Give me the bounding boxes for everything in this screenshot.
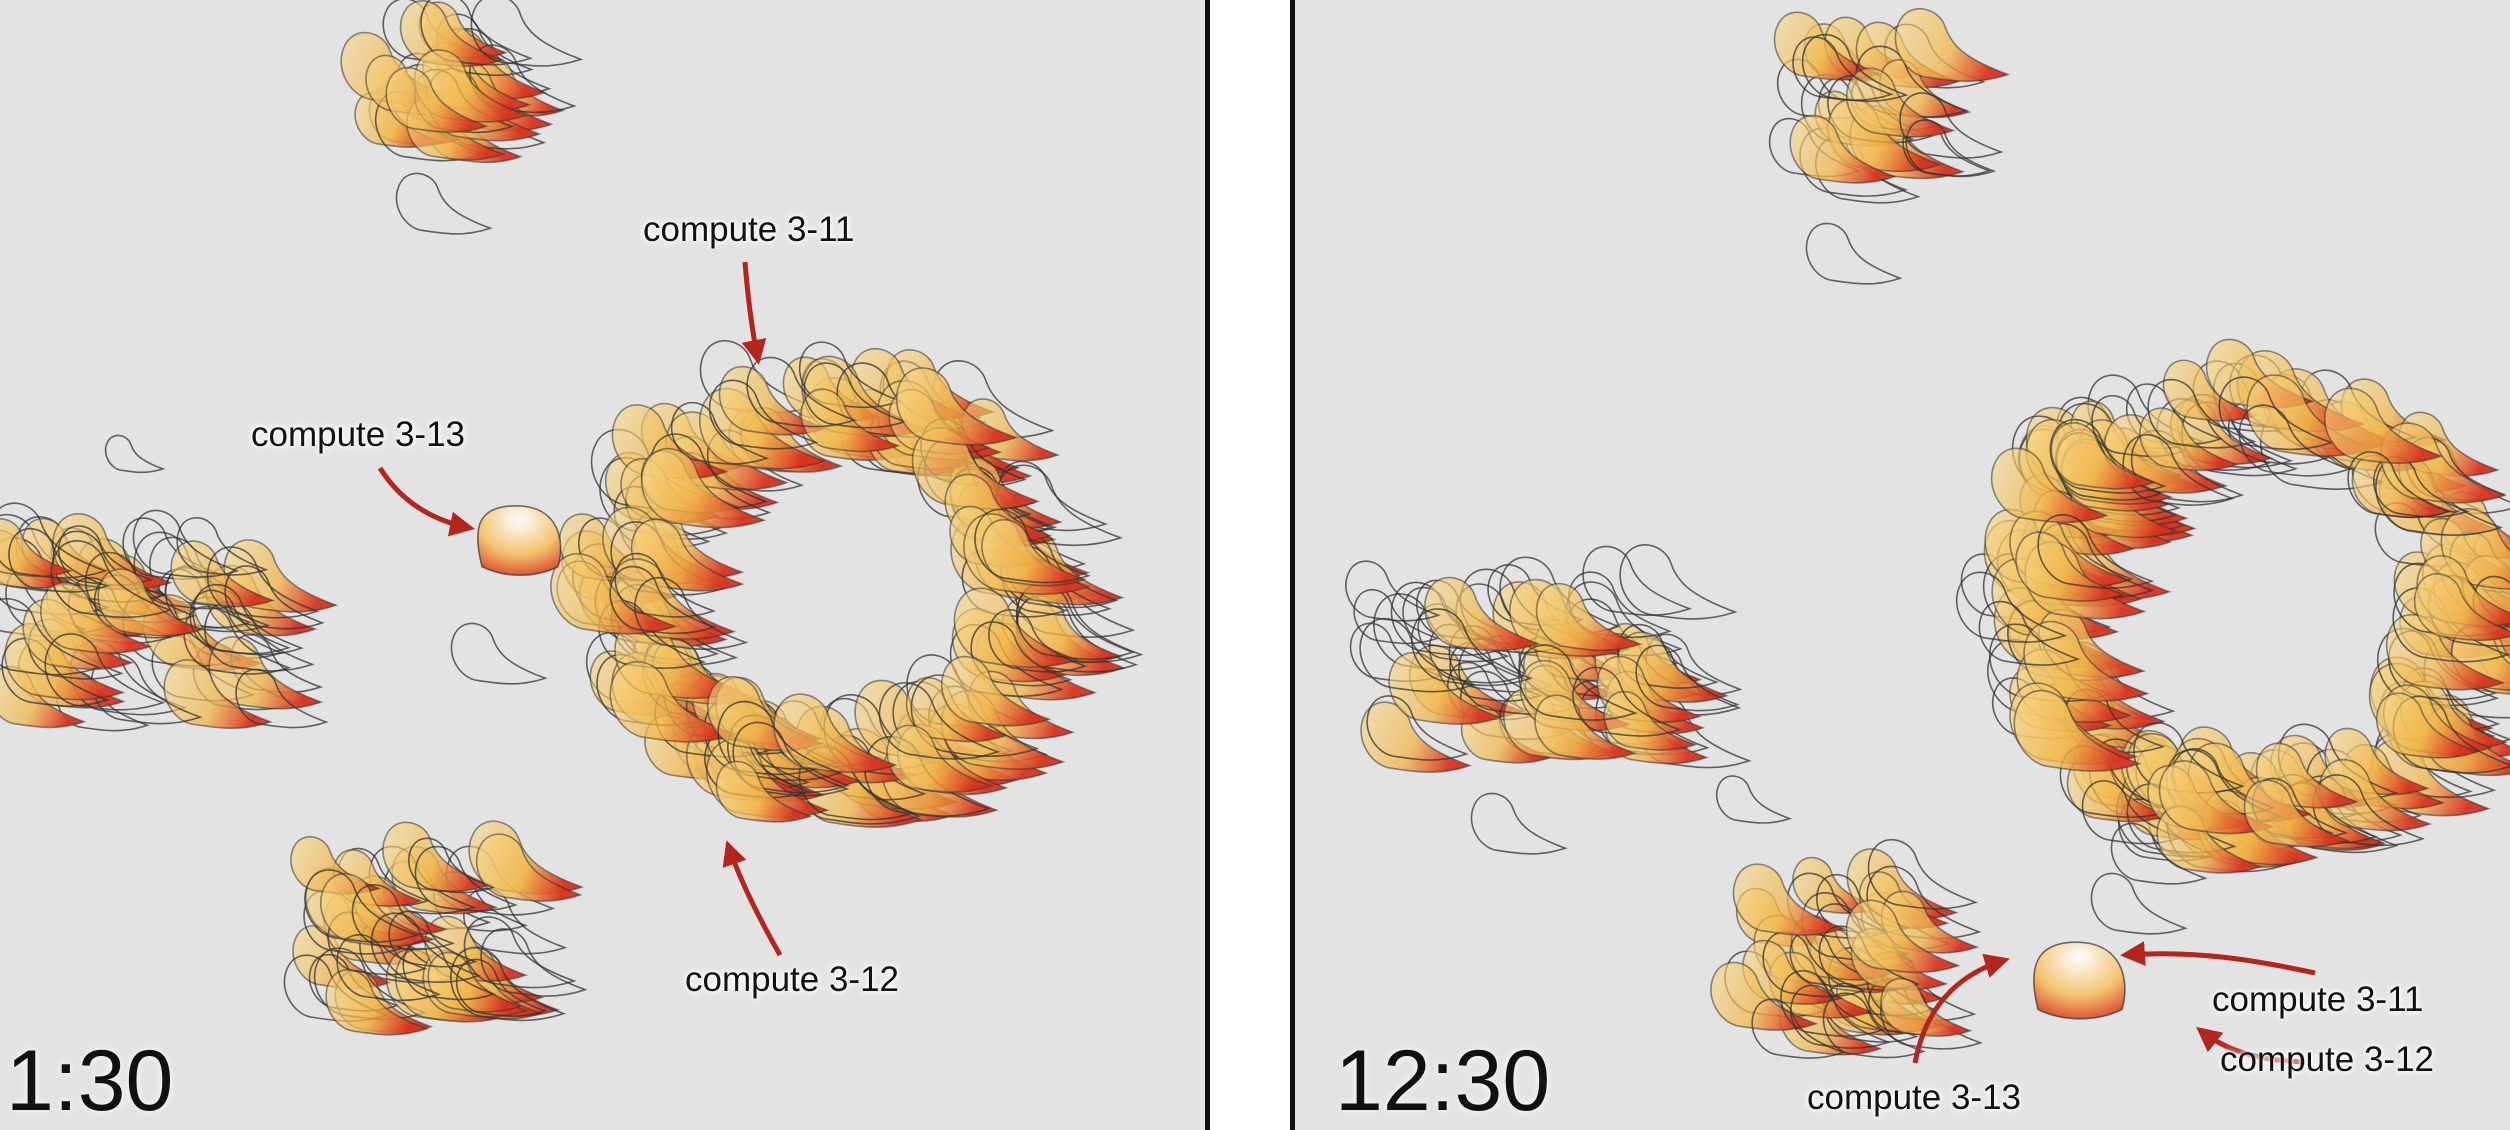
highlighted-node xyxy=(476,504,562,576)
panel-1-30: compute 3-11 compute 3-13 compute 3-12 1… xyxy=(0,0,1210,1130)
outline-blob xyxy=(1715,775,1793,824)
panel-12-30: compute 3-11 compute 3-12 compute 3-13 1… xyxy=(1290,0,2510,1130)
blob-cluster xyxy=(1710,838,1983,1059)
label-compute-3-11: compute 3-11 xyxy=(643,210,855,249)
blob-artwork-right xyxy=(1345,7,2510,1065)
blob-cluster xyxy=(0,502,339,732)
outline-blob xyxy=(395,172,493,235)
blob-cluster xyxy=(1345,544,1752,773)
label-compute-3-11: compute 3-11 xyxy=(2212,980,2424,1019)
label-compute-3-12: compute 3-12 xyxy=(2220,1040,2435,1079)
outline-blob xyxy=(104,434,166,474)
blob-cluster xyxy=(340,0,584,164)
pointer-arrow xyxy=(2120,941,2316,976)
label-compute-3-13: compute 3-13 xyxy=(1807,1078,2022,1117)
time-label: 12:30 xyxy=(1335,1033,1551,1129)
blob-ring xyxy=(1955,338,2510,874)
outline-blob xyxy=(1805,222,1903,285)
pointer-arrow xyxy=(1912,953,2010,1064)
pointer-arrow xyxy=(722,840,783,957)
highlighted-node xyxy=(2032,941,2126,1020)
pointer-arrow xyxy=(741,261,767,365)
outline-blob xyxy=(1353,588,1440,645)
outline-blob xyxy=(1470,792,1568,855)
blob-cluster xyxy=(283,820,588,1036)
pointer-arrow xyxy=(2196,1026,2306,1065)
outline-blob xyxy=(450,622,548,685)
blob-ring xyxy=(550,340,1144,828)
blob-artwork-left xyxy=(0,0,1144,1036)
outline-blob xyxy=(2110,822,2208,885)
label-compute-3-13: compute 3-13 xyxy=(251,415,466,454)
time-label: 1:30 xyxy=(6,1033,174,1129)
blob-cluster xyxy=(1768,7,2011,204)
label-compute-3-12: compute 3-12 xyxy=(685,960,900,999)
outline-blob xyxy=(2090,872,2188,935)
pointer-arrow xyxy=(377,466,475,537)
